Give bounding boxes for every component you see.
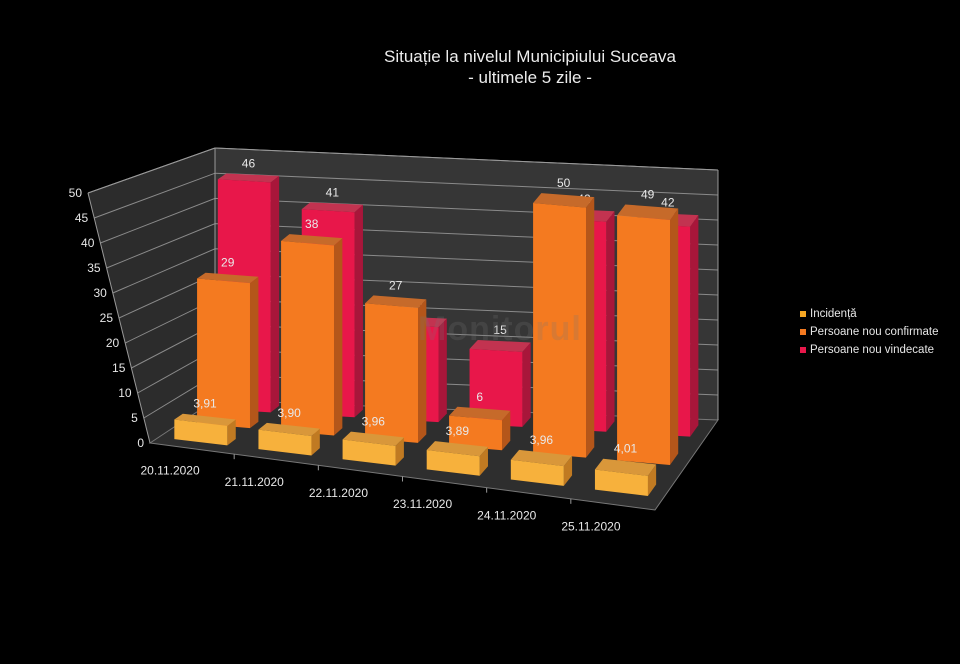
data-label: 46 bbox=[242, 157, 256, 171]
x-tick-label: 24.11.2020 bbox=[477, 508, 536, 522]
data-label: 15 bbox=[493, 323, 507, 337]
data-label: 38 bbox=[305, 217, 319, 231]
bar: 3,90 bbox=[258, 406, 320, 456]
chart-legend: Incidență Persoane nou confirmate Persoane… bbox=[800, 305, 939, 359]
y-tick-label: 40 bbox=[81, 236, 95, 250]
chart-title: Situație la nivelul Municipiului Suceava… bbox=[300, 46, 760, 88]
x-tick-label: 20.11.2020 bbox=[140, 464, 199, 478]
legend-swatch-icon bbox=[800, 347, 806, 353]
data-label: 4,01 bbox=[614, 442, 638, 456]
watermark: Monitorul bbox=[418, 310, 582, 348]
legend-swatch-icon bbox=[800, 329, 806, 335]
legend-item: Persoane nou confirmate bbox=[800, 323, 939, 341]
bar: 3,91 bbox=[174, 397, 236, 446]
side-wall bbox=[88, 148, 215, 443]
y-tick-label: 0 bbox=[137, 436, 144, 450]
bar: 29 bbox=[197, 256, 259, 429]
bar: 15 bbox=[469, 323, 531, 427]
x-tick-label: 21.11.2020 bbox=[225, 475, 284, 489]
data-label: 29 bbox=[221, 256, 235, 270]
data-label: 41 bbox=[326, 185, 340, 199]
chart-subtitle: - ultimele 5 zile - bbox=[468, 68, 592, 87]
bar: 50 bbox=[533, 176, 595, 458]
x-tick-label: 25.11.2020 bbox=[561, 519, 620, 533]
data-label: 3,96 bbox=[362, 415, 386, 429]
bar: 3,96 bbox=[510, 433, 573, 486]
data-label: 49 bbox=[641, 187, 655, 201]
legend-label: Incidență bbox=[810, 308, 857, 320]
y-tick-label: 50 bbox=[69, 186, 83, 200]
bar: 6 bbox=[449, 390, 511, 451]
y-axis bbox=[87, 192, 151, 444]
bar: 3,96 bbox=[342, 415, 404, 466]
chart-title-main: Situație la nivelul Municipiului Suceava bbox=[384, 47, 676, 66]
data-label: 3,96 bbox=[530, 433, 554, 447]
legend-item: Persoane nou vindecate bbox=[800, 341, 939, 359]
data-label: 3,91 bbox=[193, 397, 217, 411]
legend-item: Incidență bbox=[800, 305, 939, 323]
bar: 49 bbox=[617, 187, 679, 465]
data-label: 27 bbox=[389, 278, 403, 292]
bar: 27 bbox=[365, 278, 427, 443]
y-tick-label: 10 bbox=[118, 386, 132, 400]
data-label: 3,90 bbox=[277, 406, 301, 420]
legend-swatch-icon bbox=[800, 311, 806, 317]
bar: 4,01 bbox=[594, 442, 657, 496]
y-tick-label: 5 bbox=[131, 411, 138, 425]
y-tick-label: 45 bbox=[75, 211, 89, 225]
legend-label: Persoane nou confirmate bbox=[810, 326, 939, 338]
data-label: 6 bbox=[476, 390, 483, 404]
bar: 3,89 bbox=[426, 424, 488, 476]
y-tick-label: 15 bbox=[112, 361, 126, 375]
y-tick-label: 30 bbox=[93, 286, 107, 300]
legend-label: Persoane nou vindecate bbox=[810, 344, 935, 356]
x-tick-label: 23.11.2020 bbox=[393, 497, 452, 511]
data-label: 3,89 bbox=[446, 424, 470, 438]
x-tick-label: 22.11.2020 bbox=[309, 486, 368, 500]
data-label: 42 bbox=[661, 196, 675, 210]
bar: 38 bbox=[281, 217, 343, 436]
y-tick-label: 25 bbox=[100, 311, 114, 325]
wall-top-edge bbox=[87, 147, 216, 194]
data-label: 50 bbox=[557, 176, 571, 190]
y-tick-label: 20 bbox=[106, 336, 120, 350]
wall-top-edge bbox=[214, 147, 719, 171]
y-tick-label: 35 bbox=[87, 261, 101, 275]
